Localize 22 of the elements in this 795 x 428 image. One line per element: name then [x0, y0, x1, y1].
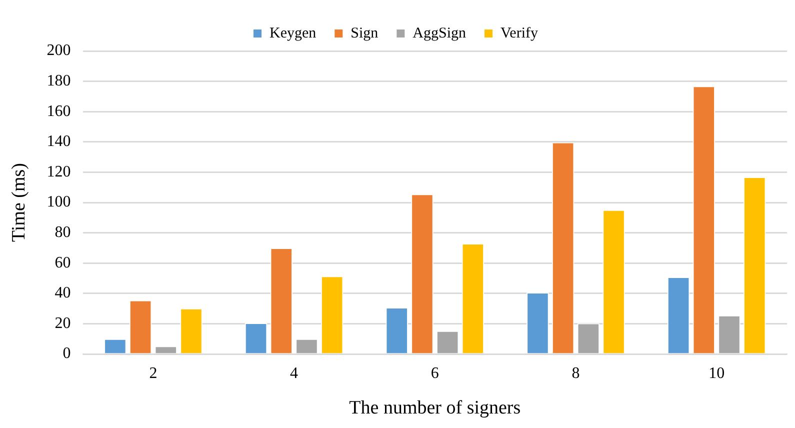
y-tick-label: 0	[62, 345, 71, 362]
x-tick-label: 10	[708, 364, 725, 382]
y-tick-label: 120	[46, 163, 71, 180]
y-tick-label: 40	[54, 284, 71, 302]
legend-label: Sign	[350, 25, 379, 42]
y-tick-label: 100	[46, 194, 71, 211]
y-tick-label: 180	[46, 72, 71, 90]
y-axis-title: Time (ms)	[8, 162, 30, 242]
legend-label: Verify	[500, 25, 538, 42]
y-tick-label: 80	[54, 224, 71, 242]
y-tick-label: 200	[46, 42, 71, 60]
y-tick-label: 60	[54, 254, 71, 272]
y-tick-label: 20	[54, 314, 71, 332]
x-tick-label: 4	[290, 364, 298, 382]
y-tick-label: 160	[46, 102, 71, 120]
legend-label: Keygen	[270, 25, 317, 42]
x-tick-label: 2	[149, 364, 158, 382]
x-tick-label: 6	[430, 364, 439, 382]
x-tick-label: 8	[572, 364, 580, 382]
legend-label: AggSign	[412, 25, 467, 42]
x-axis-title: The number of signers	[349, 398, 521, 419]
y-tick-label: 140	[46, 133, 71, 150]
